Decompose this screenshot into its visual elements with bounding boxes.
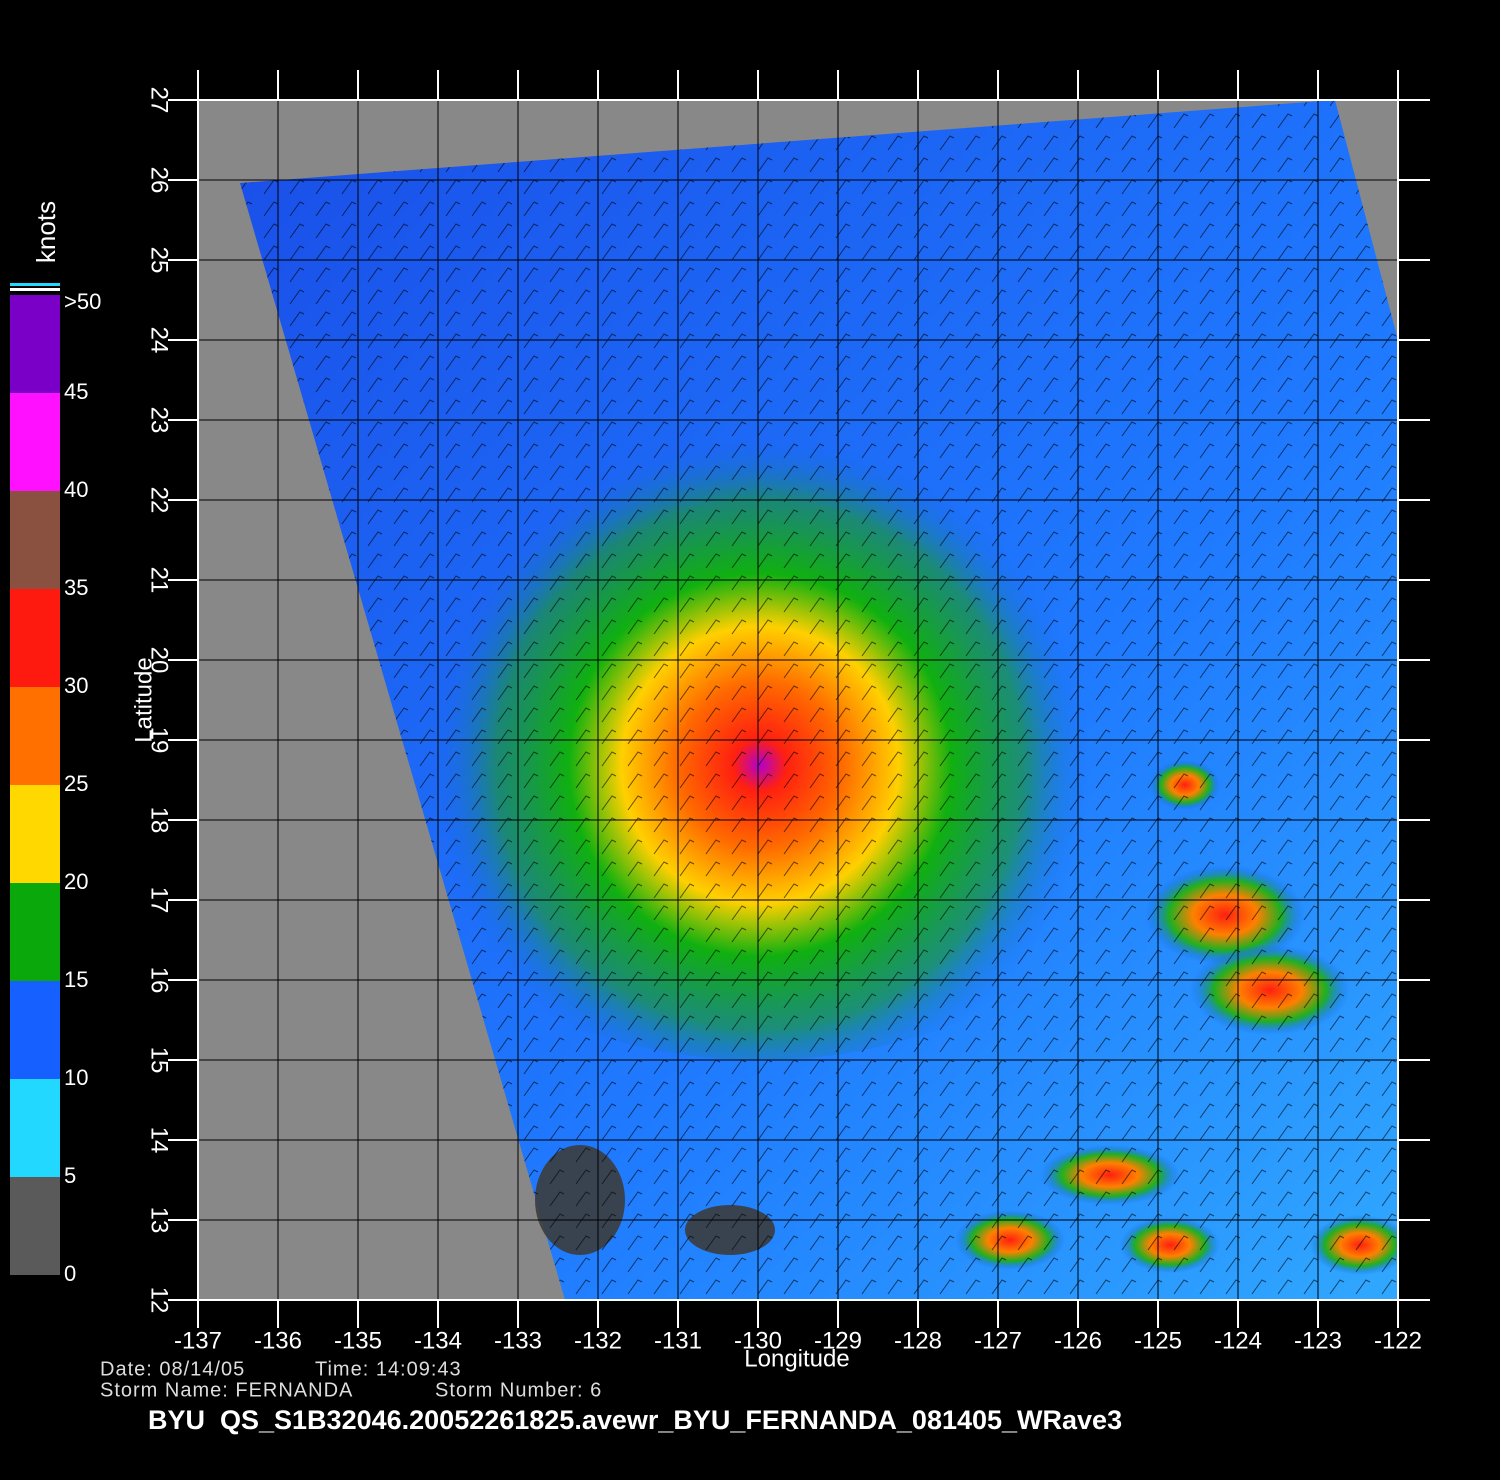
colorbar-tick-label: 10	[64, 1065, 88, 1090]
x-tick-label: -137	[174, 1327, 222, 1354]
colorbar-tick-label: 25	[64, 771, 88, 796]
colorbar-tick-label: 20	[64, 869, 88, 894]
y-tick-label: 22	[146, 487, 173, 514]
colorbar-segment	[10, 981, 60, 1079]
y-tick-label: 18	[146, 807, 173, 834]
x-tick-label: -129	[814, 1327, 862, 1354]
colorbar-segment	[10, 491, 60, 589]
x-tick-label: -130	[734, 1327, 782, 1354]
x-tick-label: -134	[414, 1327, 462, 1354]
x-tick-label: -128	[894, 1327, 942, 1354]
plot-frame	[197, 99, 1399, 1301]
y-tick-label: 14	[146, 1127, 173, 1154]
x-tick-label: -135	[334, 1327, 382, 1354]
colorbar-tick-label: 30	[64, 673, 88, 698]
y-tick-label: 25	[146, 247, 173, 274]
x-tick-label: -122	[1374, 1327, 1422, 1354]
colorbar-tick-label: 5	[64, 1163, 76, 1188]
x-tick-label: -123	[1294, 1327, 1342, 1354]
y-tick-label: 21	[146, 567, 173, 594]
x-tick-label: -127	[974, 1327, 1022, 1354]
y-tick-label: 19	[146, 727, 173, 754]
colorbar-segment	[10, 295, 60, 393]
x-axis-label: Longitude	[744, 1345, 849, 1372]
x-tick-label: -136	[254, 1327, 302, 1354]
title: BYU QS_S1B32046.20052261825.avewr_BYU_FE…	[148, 1405, 1122, 1435]
x-tick-label: -133	[494, 1327, 542, 1354]
x-tick-label: -132	[574, 1327, 622, 1354]
y-tick-label: 15	[146, 1047, 173, 1074]
colorbar-tick-label: 0	[64, 1261, 76, 1286]
colorbar-tick-label: 15	[64, 967, 88, 992]
y-tick-label: 13	[146, 1207, 173, 1234]
colorbar-tick-label: 35	[64, 575, 88, 600]
colorbar-cap	[10, 283, 60, 286]
wind-image	[198, 100, 1398, 1300]
storm-number: Storm Number: 6	[435, 1379, 602, 1401]
x-tick-label: -125	[1134, 1327, 1182, 1354]
y-tick-label: 16	[146, 967, 173, 994]
y-tick-label: 27	[146, 87, 173, 114]
y-tick-label: 23	[146, 407, 173, 434]
colorbar-tick-label: 40	[64, 477, 88, 502]
x-tick-label: -126	[1054, 1327, 1102, 1354]
storm-name: Storm Name: FERNANDA	[100, 1379, 353, 1401]
colorbar-tick-label: >50	[64, 289, 101, 314]
x-tick-label: -131	[654, 1327, 702, 1354]
y-tick-label: 24	[146, 327, 173, 354]
y-tick-label: 12	[146, 1287, 173, 1314]
colorbar-cap	[10, 288, 60, 291]
colorbar-segment	[10, 1079, 60, 1177]
y-tick-label: 20	[146, 647, 173, 674]
y-tick-label: 26	[146, 167, 173, 194]
x-tick-label: -124	[1214, 1327, 1262, 1354]
colorbar-segment	[10, 785, 60, 883]
colorbar-segment	[10, 687, 60, 785]
time: Time: 14:09:43	[315, 1358, 462, 1380]
colorbar-tick-label: 45	[64, 379, 88, 404]
colorbar-segment	[10, 393, 60, 491]
y-tick-label: 17	[146, 887, 173, 914]
colorbar-segment	[10, 883, 60, 981]
date: Date: 08/14/05	[100, 1358, 245, 1380]
colorbar-segment	[10, 589, 60, 687]
y-axis-label: Latitude	[130, 657, 157, 742]
colorbar-segment	[10, 1177, 60, 1275]
colorbar-label: knots	[31, 201, 61, 263]
